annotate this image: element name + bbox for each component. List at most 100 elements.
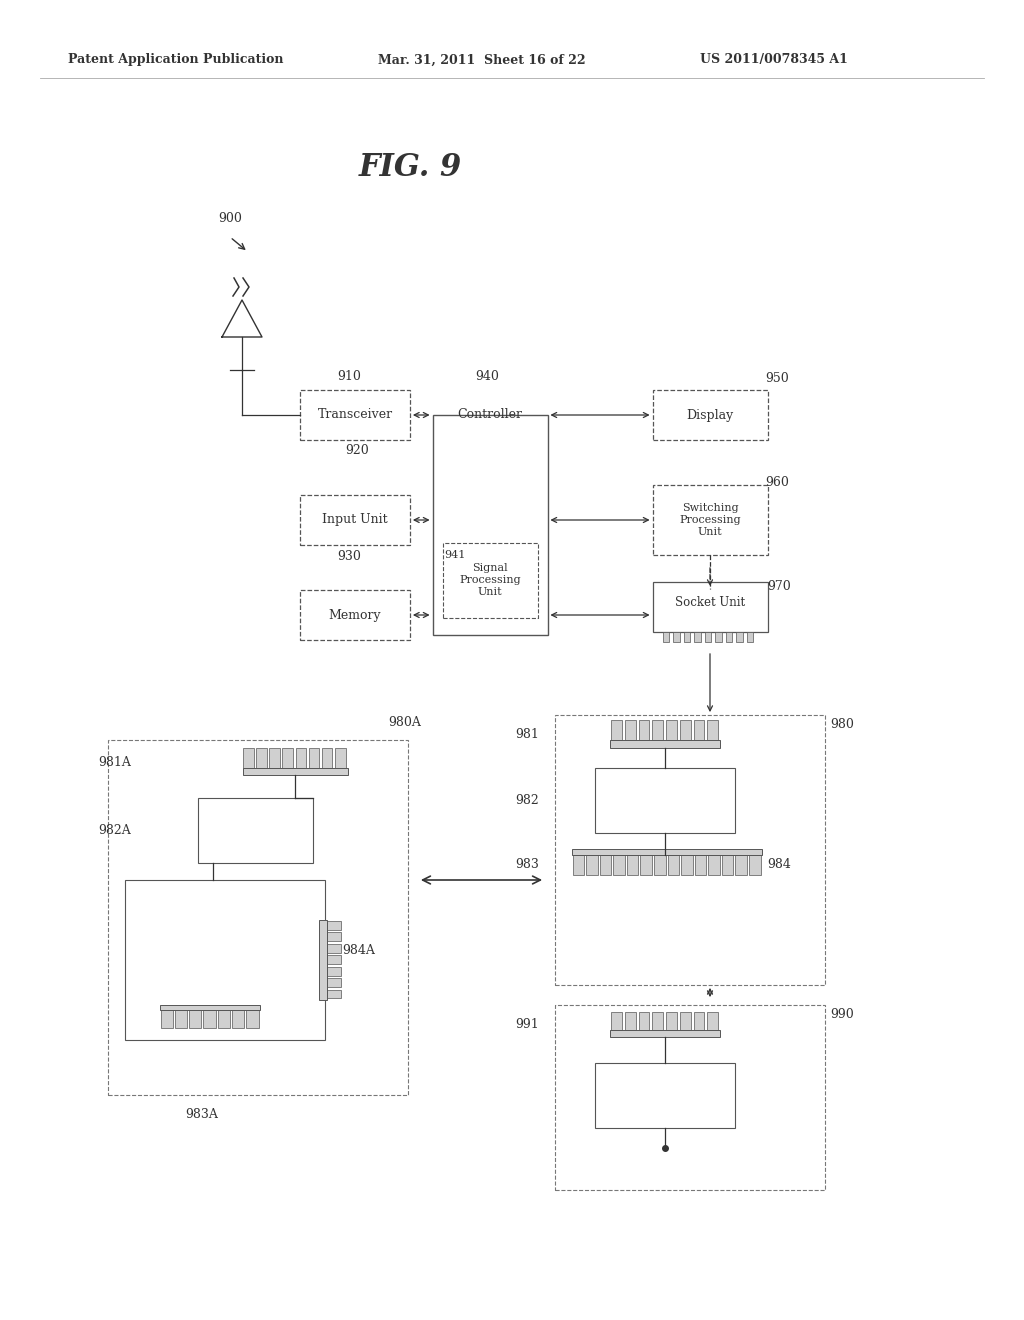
Text: 982: 982 xyxy=(515,793,539,807)
Bar xyxy=(652,719,663,741)
Text: Input Unit: Input Unit xyxy=(323,513,388,527)
Bar xyxy=(296,748,306,768)
Bar xyxy=(613,855,625,875)
Text: 991: 991 xyxy=(515,1018,539,1031)
Bar xyxy=(694,632,700,642)
Bar xyxy=(300,495,410,545)
Bar xyxy=(189,1010,202,1028)
Bar xyxy=(327,932,341,941)
Bar xyxy=(640,855,652,875)
Bar xyxy=(327,990,341,998)
Text: FIG. 9: FIG. 9 xyxy=(358,153,462,183)
Bar xyxy=(308,748,319,768)
Bar xyxy=(652,484,768,554)
Bar xyxy=(716,632,722,642)
Bar xyxy=(709,855,720,875)
Bar xyxy=(231,1010,244,1028)
Bar xyxy=(269,748,280,768)
Bar xyxy=(327,921,341,929)
Bar xyxy=(722,855,733,875)
Text: Signal
Processing
Unit: Signal Processing Unit xyxy=(459,562,521,598)
Text: 960: 960 xyxy=(765,475,788,488)
Text: 981: 981 xyxy=(515,727,539,741)
Bar xyxy=(652,1012,663,1030)
Bar xyxy=(652,582,768,632)
Bar xyxy=(319,920,327,1001)
Text: Transceiver: Transceiver xyxy=(317,408,392,421)
Bar xyxy=(204,1010,216,1028)
Text: Display: Display xyxy=(686,408,733,421)
Text: 941: 941 xyxy=(444,549,466,560)
Bar xyxy=(663,632,669,642)
Bar xyxy=(595,767,735,833)
Text: 990: 990 xyxy=(830,1008,854,1022)
Bar xyxy=(693,719,705,741)
Bar xyxy=(246,1010,258,1028)
Bar xyxy=(243,768,347,775)
Bar xyxy=(684,632,690,642)
Text: Socket Unit: Socket Unit xyxy=(675,597,745,610)
Text: 983A: 983A xyxy=(185,1109,218,1122)
Bar xyxy=(586,855,598,875)
Bar xyxy=(327,978,341,987)
Bar xyxy=(327,966,341,975)
Text: Patent Application Publication: Patent Application Publication xyxy=(68,54,284,66)
Text: 980A: 980A xyxy=(388,715,421,729)
Text: 982A: 982A xyxy=(98,824,131,837)
Text: 950: 950 xyxy=(765,372,788,385)
Text: 910: 910 xyxy=(337,371,360,384)
Bar xyxy=(600,855,611,875)
Text: 981A: 981A xyxy=(98,755,131,768)
Bar xyxy=(726,632,732,642)
Bar xyxy=(666,1012,677,1030)
Bar xyxy=(327,956,341,964)
Bar xyxy=(555,715,825,985)
Bar xyxy=(218,1010,230,1028)
Bar xyxy=(654,855,666,875)
Bar xyxy=(693,1012,705,1030)
Bar xyxy=(627,855,638,875)
Bar xyxy=(243,748,254,768)
Bar xyxy=(335,748,345,768)
Text: 900: 900 xyxy=(218,211,242,224)
Bar xyxy=(680,1012,690,1030)
Bar xyxy=(595,1063,735,1127)
Bar xyxy=(555,1005,825,1191)
Bar xyxy=(175,1010,187,1028)
Bar xyxy=(300,389,410,440)
Text: 920: 920 xyxy=(345,445,369,458)
Text: 940: 940 xyxy=(475,371,499,384)
Bar xyxy=(572,849,762,855)
Bar xyxy=(625,1012,636,1030)
Text: Switching
Processing
Unit: Switching Processing Unit xyxy=(679,503,740,537)
Bar xyxy=(572,855,584,875)
Bar xyxy=(735,855,746,875)
Text: Mar. 31, 2011  Sheet 16 of 22: Mar. 31, 2011 Sheet 16 of 22 xyxy=(378,54,586,66)
Text: 930: 930 xyxy=(337,549,360,562)
Text: Controller: Controller xyxy=(458,408,522,421)
Bar xyxy=(198,797,312,862)
Bar xyxy=(681,855,692,875)
Text: 984A: 984A xyxy=(342,944,375,957)
Bar xyxy=(705,632,712,642)
Bar xyxy=(160,1005,260,1010)
Bar xyxy=(161,1010,173,1028)
Bar xyxy=(108,741,408,1096)
Bar xyxy=(736,632,742,642)
Bar xyxy=(611,1012,622,1030)
Bar xyxy=(327,944,341,953)
Bar xyxy=(432,414,548,635)
Bar xyxy=(746,632,754,642)
Bar xyxy=(610,1030,720,1038)
Bar xyxy=(256,748,266,768)
Bar xyxy=(708,719,718,741)
Bar xyxy=(611,719,622,741)
Bar xyxy=(625,719,636,741)
Text: 980: 980 xyxy=(830,718,854,731)
Bar xyxy=(680,719,690,741)
Bar xyxy=(694,855,707,875)
Bar xyxy=(652,389,768,440)
Bar xyxy=(125,880,325,1040)
Text: 983: 983 xyxy=(515,858,539,871)
Text: 984: 984 xyxy=(767,858,791,871)
